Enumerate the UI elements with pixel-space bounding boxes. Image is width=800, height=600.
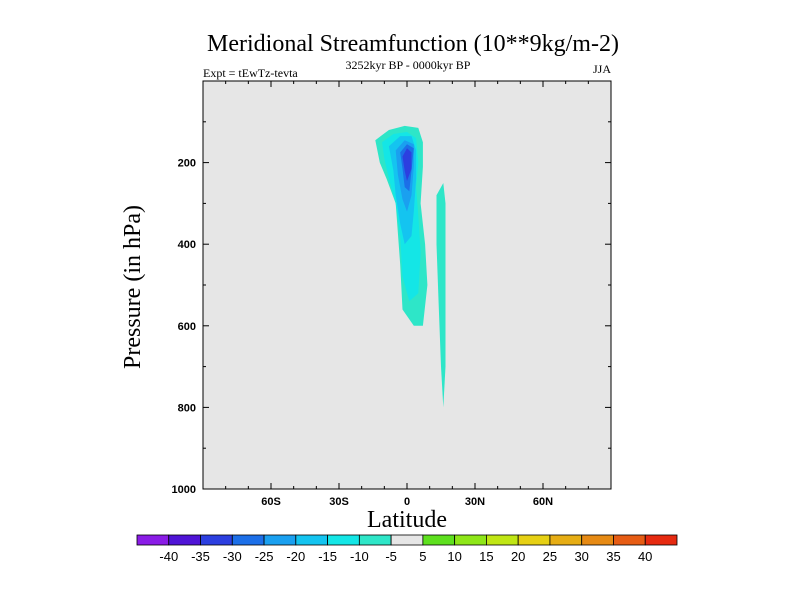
colorbar-box — [136, 534, 170, 546]
colorbar-box — [517, 534, 551, 546]
colorbar-label: -10 — [350, 549, 369, 564]
colorbar-label: 40 — [638, 549, 652, 564]
colorbar-label: 20 — [511, 549, 525, 564]
colorbar-label: 35 — [606, 549, 620, 564]
colorbar-box — [613, 534, 646, 546]
colorbar-box — [295, 534, 328, 546]
colorbar-box — [581, 534, 614, 546]
x-axis-label: Latitude — [367, 507, 447, 533]
contour-region — [282, 415, 292, 445]
colorbar-label: -30 — [223, 549, 242, 564]
experiment-label: Expt = tEwTz-tevta — [203, 66, 298, 80]
colorbar-label: 5 — [419, 549, 426, 564]
season-label: JJA — [593, 62, 611, 76]
y-tick-label: 1000 — [172, 484, 196, 496]
colorbar-box — [327, 534, 360, 546]
colorbar-box — [644, 534, 678, 546]
colorbar-box — [549, 534, 583, 546]
colorbar-label: -5 — [385, 549, 397, 564]
y-tick-label: 400 — [178, 239, 196, 251]
x-tick-label: 30N — [465, 496, 485, 508]
colorbar-box — [168, 534, 201, 546]
contour-region — [300, 389, 303, 406]
plot-area: 60S 30S 0 30N 60N 200 400 600 800 1000 — [172, 80, 612, 508]
colorbar-box — [486, 534, 519, 546]
x-tick-label: 30S — [329, 496, 349, 508]
colorbar-label: 25 — [543, 549, 557, 564]
chart-title: Meridional Streamfunction (10**9kg/m-2) — [207, 31, 619, 57]
colorbar-box — [263, 534, 297, 546]
x-tick-label: 60N — [533, 496, 553, 508]
y-axis-label: Pressure (in hPa) — [120, 205, 146, 369]
y-tick-label: 800 — [178, 402, 196, 414]
contour-region — [459, 146, 482, 363]
time-range-label: 3252kyr BP - 0000kyr BP — [346, 58, 471, 72]
contour-region — [402, 148, 412, 181]
y-tick-label: 200 — [178, 158, 196, 170]
colorbar-label: -25 — [255, 549, 274, 564]
colorbar-box — [422, 534, 456, 546]
contour-region — [248, 391, 250, 404]
contour-region — [225, 81, 237, 375]
axis-ticks: 60S 30S 0 30N 60N 200 400 600 800 1000 — [172, 81, 611, 508]
colorbar-box — [231, 534, 265, 546]
colorbar-label: 10 — [447, 549, 461, 564]
colorbar: -40 -35 -30 -25 -20 -15 -10 -5 5 10 15 20 25 30 35 40 — [136, 534, 678, 564]
colorbar-box — [358, 534, 392, 546]
colorbar-box — [200, 534, 233, 546]
colorbar-box — [390, 534, 424, 546]
colorbar-label: -40 — [159, 549, 178, 564]
colorbar-label: 30 — [574, 549, 588, 564]
colorbar-label: -35 — [191, 549, 210, 564]
contour-fills — [225, 81, 482, 477]
contour-region — [336, 81, 455, 477]
colorbar-label: -15 — [318, 549, 337, 564]
colorbar-box — [454, 534, 487, 546]
contour-region — [436, 183, 446, 408]
contour-region — [404, 81, 412, 122]
x-tick-label: 60S — [261, 496, 281, 508]
colorbar-label: -20 — [286, 549, 305, 564]
colorbar-label: 15 — [479, 549, 493, 564]
contour-region — [370, 211, 385, 241]
y-tick-label: 600 — [178, 321, 196, 333]
x-tick-label: 0 — [404, 496, 410, 508]
